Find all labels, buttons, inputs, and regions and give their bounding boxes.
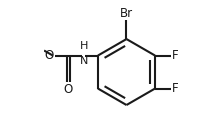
Text: O: O [44, 49, 54, 62]
Text: H: H [80, 41, 88, 51]
Text: O: O [64, 83, 73, 96]
Text: Br: Br [120, 7, 133, 20]
Text: F: F [172, 82, 178, 95]
Text: F: F [172, 49, 178, 62]
Text: N: N [80, 56, 88, 66]
